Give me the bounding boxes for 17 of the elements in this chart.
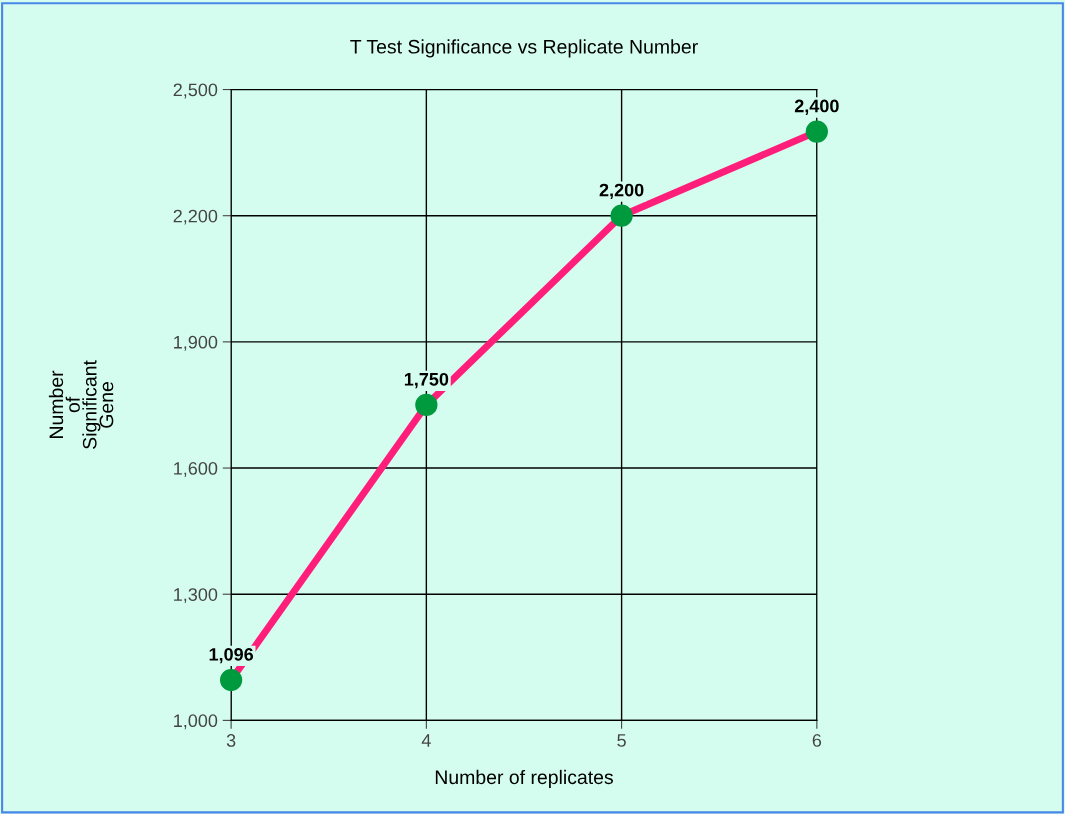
y-tick-label: 2,200 (173, 209, 218, 225)
x-tick-label: 4 (421, 734, 431, 747)
x-tick-label: 6 (812, 734, 822, 747)
y-tick-label: 1,900 (174, 335, 218, 351)
y-tick-label: 1,300 (174, 588, 218, 604)
data-label: 2,200 (599, 183, 644, 200)
chart-title: T Test Significance vs Replicate Number (350, 39, 698, 58)
x-tick-label: 5 (617, 734, 626, 747)
y-tick-label: 1,000 (174, 714, 218, 730)
x-axis-title: Number of replicates (435, 769, 613, 788)
y-tick-label: 1,600 (174, 461, 218, 477)
data-label: 1,096 (209, 647, 254, 664)
y-axis-title: Number of Significant Gene (48, 360, 114, 449)
x-tick-label: 3 (226, 734, 236, 747)
data-label: 2,400 (794, 99, 839, 115)
y-tick-label: 2,500 (173, 83, 218, 99)
data-label: 1,750 (404, 372, 449, 389)
